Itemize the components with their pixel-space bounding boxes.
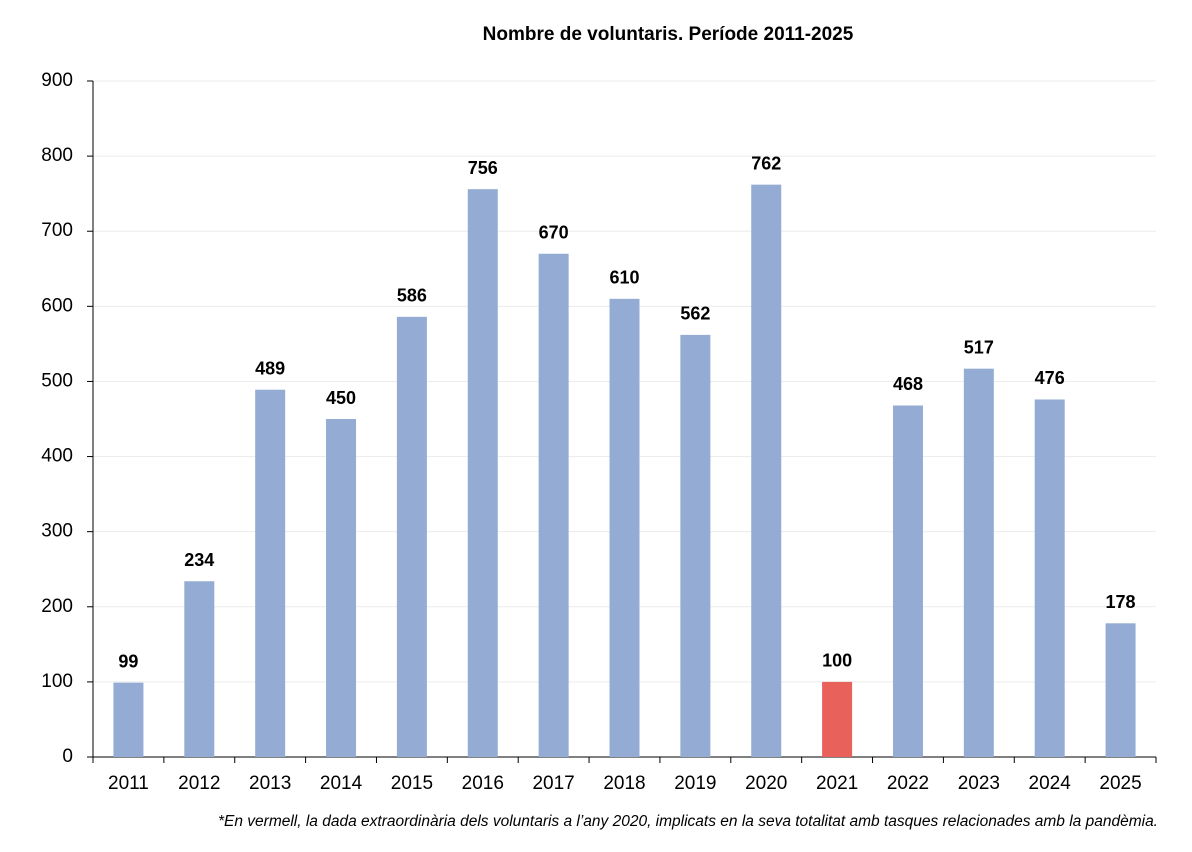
x-tick-label: 2023 [958, 773, 1000, 794]
value-label: 670 [539, 223, 569, 243]
bar [255, 389, 286, 757]
value-label: 476 [1035, 368, 1065, 388]
footnote: *En vermell, la dada extraordinària dels… [218, 813, 1158, 830]
value-label: 762 [751, 153, 781, 173]
x-tick-label: 2015 [391, 773, 433, 794]
bar [680, 334, 711, 757]
y-tick-label: 900 [41, 70, 73, 91]
bar [113, 682, 144, 757]
y-tick-label: 200 [41, 596, 73, 617]
x-tick-label: 2017 [532, 773, 574, 794]
y-tick-label: 800 [41, 145, 73, 166]
y-tick-label: 600 [41, 295, 73, 316]
bar [184, 581, 215, 757]
value-label: 468 [893, 374, 923, 394]
y-tick-label: 0 [62, 746, 73, 767]
y-tick-label: 700 [41, 220, 73, 241]
bar [1034, 399, 1065, 757]
value-label: 100 [822, 651, 852, 671]
x-tick-label: 2021 [816, 773, 858, 794]
bar [822, 681, 853, 757]
bar [1105, 623, 1136, 757]
value-label: 178 [1106, 592, 1136, 612]
value-label: 517 [964, 337, 994, 357]
chart-title: Nombre de voluntaris. Període 2011-2025 [483, 24, 854, 45]
value-label: 756 [468, 158, 498, 178]
x-tick-label: 2013 [249, 773, 291, 794]
bar [326, 419, 357, 757]
x-tick-label: 2011 [108, 773, 149, 794]
value-label: 489 [255, 358, 285, 378]
x-tick-label: 2012 [178, 773, 220, 794]
value-label: 610 [609, 268, 639, 288]
x-tick-label: 2022 [887, 773, 929, 794]
y-tick-label: 500 [41, 370, 73, 391]
value-label: 562 [680, 304, 710, 324]
bar [609, 298, 640, 757]
value-label: 99 [118, 651, 138, 671]
bar [751, 184, 782, 758]
y-tick-label: 400 [41, 446, 73, 467]
value-label: 450 [326, 388, 356, 408]
bar [963, 368, 994, 757]
y-tick-label: 300 [41, 521, 73, 542]
bar [892, 405, 923, 757]
bar [396, 316, 427, 757]
x-tick-label: 2020 [745, 773, 787, 794]
bar [538, 253, 569, 757]
x-tick-label: 2016 [462, 773, 504, 794]
x-tick-label: 2014 [320, 773, 363, 794]
x-tick-label: 2019 [674, 773, 716, 794]
x-tick-label: 2024 [1029, 773, 1072, 794]
bar [467, 189, 498, 757]
value-label: 586 [397, 286, 427, 306]
x-tick-label: 2018 [603, 773, 645, 794]
y-tick-label: 100 [41, 671, 73, 692]
x-tick-label: 2025 [1099, 773, 1141, 794]
value-label: 234 [184, 550, 214, 570]
